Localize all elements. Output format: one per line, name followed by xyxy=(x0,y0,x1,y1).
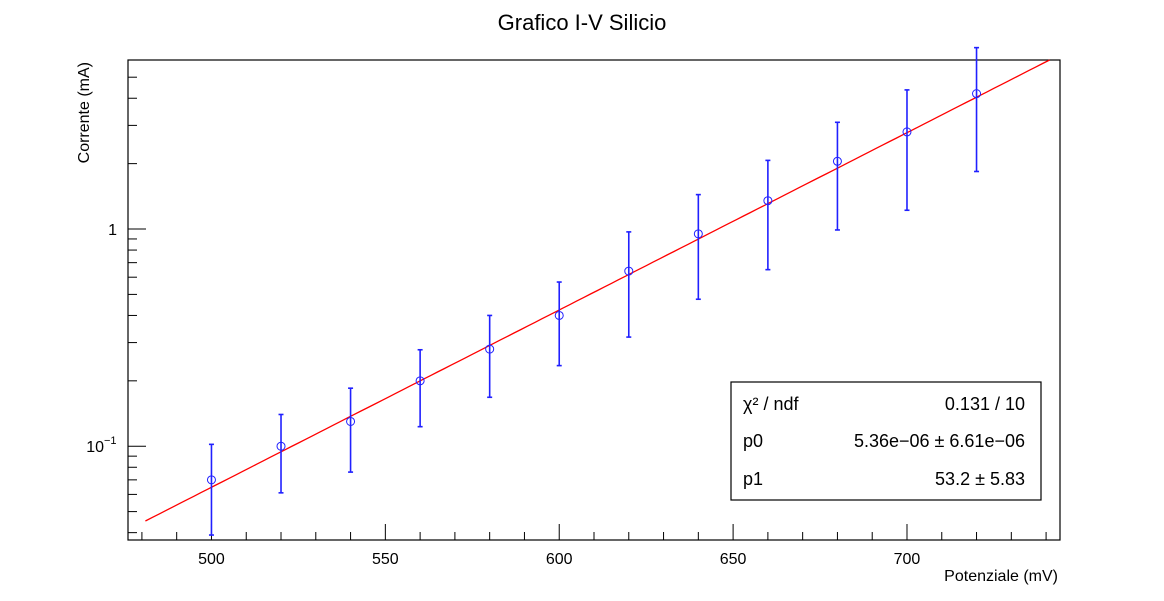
y-axis-label: Corrente (mA) xyxy=(76,62,93,163)
y-tick-label: 1 xyxy=(108,222,117,239)
x-axis: 500 550 600 650 700 xyxy=(141,524,1047,568)
data-point xyxy=(276,441,286,451)
fit-curve xyxy=(145,59,1050,522)
fit-stats-box-frame xyxy=(730,381,1042,501)
x-axis-label: Potenziale (mV) xyxy=(944,568,1058,585)
stats-row-p1-value: 53.2 ± 5.83 xyxy=(935,469,1025,489)
data-point xyxy=(902,127,912,137)
stats-row-chi2-value: 0.131 / 10 xyxy=(945,394,1025,414)
x-tick-label: 700 xyxy=(894,551,921,568)
data-point xyxy=(206,475,216,485)
x-tick-label: 550 xyxy=(372,551,399,568)
x-tick-label: 600 xyxy=(546,551,573,568)
y-tick-label: 10 xyxy=(86,439,104,456)
y-tick-exponent: −1 xyxy=(104,435,117,447)
fit-stats-box: χ² / ndf 0.131 / 10 p0 5.36e−06 ± 6.61e−… xyxy=(730,381,1042,501)
x-tick-label: 650 xyxy=(720,551,747,568)
data-point xyxy=(554,310,564,320)
data-point xyxy=(415,376,425,386)
data-point xyxy=(832,156,842,166)
data-point xyxy=(624,266,634,276)
stats-row-p1-label: p1 xyxy=(743,469,763,489)
data-point xyxy=(693,229,703,239)
stats-row-chi2-label: χ² / ndf xyxy=(743,394,799,414)
chart-title: Grafico I-V Silicio xyxy=(498,10,667,35)
data-point xyxy=(972,89,982,99)
data-point xyxy=(346,416,356,426)
data-point xyxy=(763,196,773,206)
y-axis: 1 10 −1 xyxy=(86,59,146,534)
stats-row-p0-label: p0 xyxy=(743,431,763,451)
fit-line xyxy=(145,59,1050,522)
data-point xyxy=(485,344,495,354)
data-points xyxy=(206,46,982,536)
stats-row-p0-value: 5.36e−06 ± 6.61e−06 xyxy=(854,431,1025,451)
x-tick-label: 500 xyxy=(198,551,225,568)
